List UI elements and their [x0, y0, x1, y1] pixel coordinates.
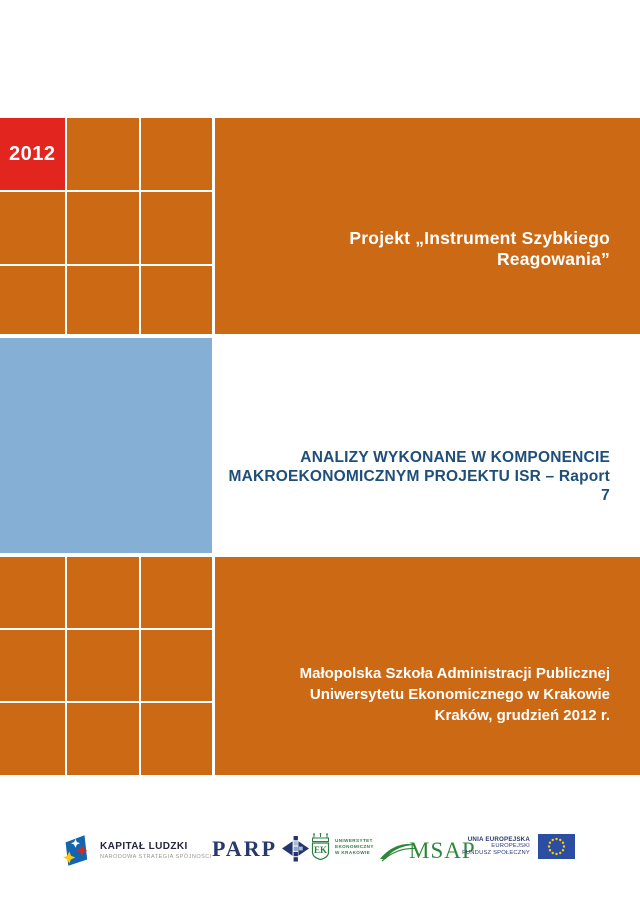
publisher-line-1: Małopolska Szkoła Administracji Publiczn…: [299, 665, 610, 682]
grid-cell: [141, 557, 212, 628]
logo-uek: EK UNIWERSYTET EKONOMICZNY W KRAKOWIE: [310, 833, 374, 861]
uek-crest-icon: EK: [311, 833, 330, 861]
kapital-ludzki-title: KAPITAŁ LUDZKI: [100, 841, 188, 852]
year-label: 2012: [9, 142, 56, 165]
parp-diamond-icon: [282, 835, 310, 862]
kapital-ludzki-flag-icon: [63, 835, 88, 866]
publisher-line-3: Kraków, grudzień 2012 r.: [434, 707, 610, 724]
grid-cell: [0, 192, 65, 264]
eu-line-2: EUROPEJSKI: [491, 843, 530, 850]
publisher-line-2: Uniwersytetu Ekonomicznego w Krakowie: [309, 686, 610, 703]
grid-cell: [141, 266, 212, 334]
grid-cell: [67, 266, 139, 334]
grid-cell: [141, 703, 212, 775]
grid-cell: [141, 630, 212, 701]
project-title-banner: Projekt „Instrument Szybkiego Reagowania…: [215, 118, 640, 334]
grid-cell: [0, 557, 65, 628]
logo-eu: UNIA EUROPEJSKA EUROPEJSKI FUNDUSZ SPOŁE…: [452, 834, 575, 859]
logo-kapital-ludzki: KAPITAŁ LUDZKI NARODOWA STRATEGIA SPÓJNO…: [62, 834, 212, 867]
uek-text: UNIWERSYTET EKONOMICZNY W KRAKOWIE: [335, 838, 374, 856]
msap-label: MSAP: [409, 838, 476, 863]
grid-cell: [0, 630, 65, 701]
logo-parp: PARP: [212, 835, 310, 862]
report-title-line-2: MAKROEKONOMICZNYM PROJEKTU ISR – Raport …: [228, 468, 610, 504]
eu-line-3: FUNDUSZ SPOŁECZNY: [462, 850, 530, 857]
msap-leaf-icon: [380, 843, 417, 862]
grid-cell: [141, 118, 212, 190]
decor-blue-block: [0, 338, 212, 553]
eu-flag-icon: [538, 834, 575, 859]
grid-cell: [67, 630, 139, 701]
eu-text: UNIA EUROPEJSKA EUROPEJSKI FUNDUSZ SPOŁE…: [452, 836, 530, 858]
eu-line-1: UNIA EUROPEJSKA: [467, 835, 530, 843]
kapital-ludzki-subtitle: NARODOWA STRATEGIA SPÓJNOŚCI: [100, 854, 212, 860]
grid-cell: [67, 557, 139, 628]
logo-msap: MSAP: [379, 838, 476, 864]
year-cell: 2012: [0, 118, 65, 190]
grid-cell: [67, 703, 139, 775]
uek-crest-initials: EK: [314, 845, 327, 855]
parp-label: PARP: [212, 835, 278, 861]
logos-strip: KAPITAŁ LUDZKI NARODOWA STRATEGIA SPÓJNO…: [0, 832, 640, 878]
uek-line-3: W KRAKOWIE: [335, 850, 371, 855]
project-title: Projekt „Instrument Szybkiego Reagowania…: [349, 228, 610, 269]
publisher-block: Małopolska Szkoła Administracji Publiczn…: [215, 557, 640, 775]
grid-cell: [67, 192, 139, 264]
grid-cell: [67, 118, 139, 190]
decor-grid-upper: 2012: [0, 118, 212, 334]
grid-cell: [141, 192, 212, 264]
kapital-ludzki-text: KAPITAŁ LUDZKI NARODOWA STRATEGIA SPÓJNO…: [100, 841, 212, 860]
grid-cell: [0, 703, 65, 775]
decor-grid-lower: [0, 557, 212, 775]
report-title-block: ANALIZY WYKONANE W KOMPONENCIE MAKROEKON…: [215, 338, 640, 553]
uek-line-2: EKONOMICZNY: [335, 844, 374, 849]
report-title-line-1: ANALIZY WYKONANE W KOMPONENCIE: [300, 449, 610, 466]
grid-cell: [0, 266, 65, 334]
uek-line-1: UNIWERSYTET: [335, 838, 373, 843]
